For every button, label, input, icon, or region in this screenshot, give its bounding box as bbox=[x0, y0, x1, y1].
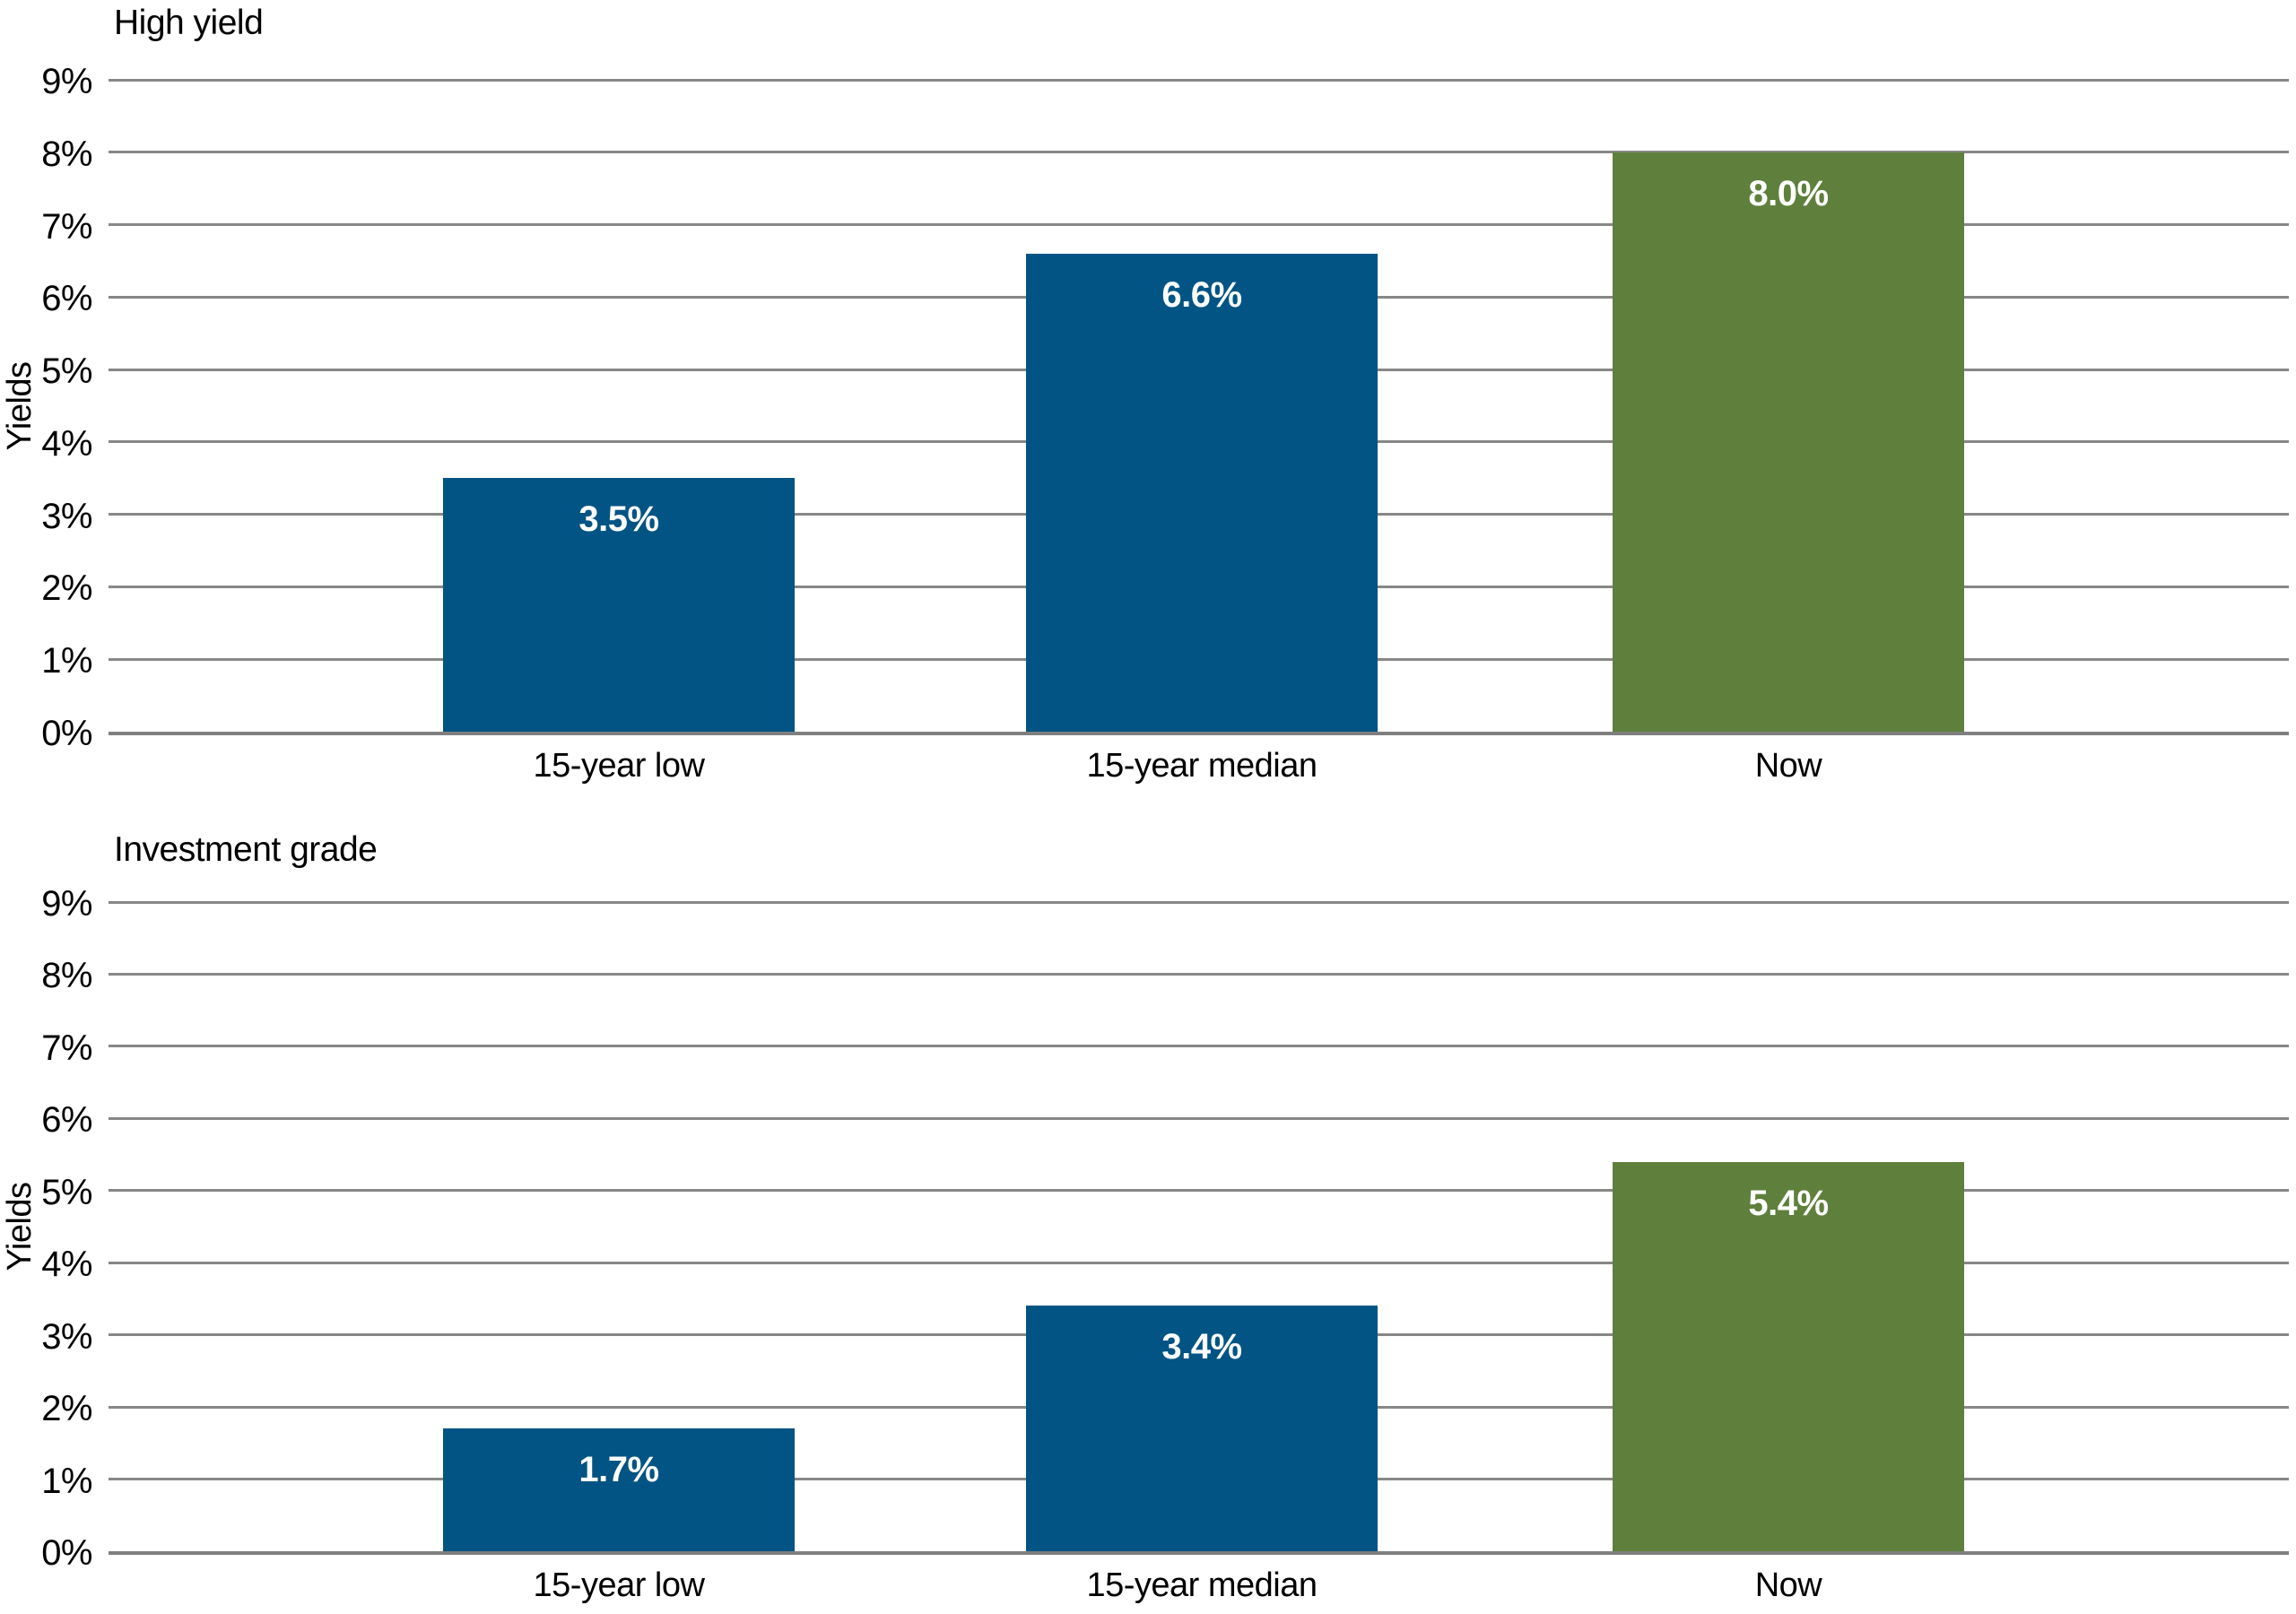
y-tick-label: 4% bbox=[41, 424, 92, 464]
bar-value-label: 8.0% bbox=[1748, 174, 1829, 213]
bar-15-year-low: 1.7% bbox=[443, 1428, 795, 1551]
y-tick-label: 2% bbox=[41, 568, 92, 608]
x-axis-line bbox=[109, 1551, 2289, 1555]
gridline bbox=[109, 223, 2289, 226]
y-tick-label: 6% bbox=[41, 1100, 92, 1140]
gridline bbox=[109, 1478, 2289, 1480]
gridline bbox=[109, 151, 2289, 153]
y-tick-label: 1% bbox=[41, 1462, 92, 1501]
chart-title: High yield bbox=[114, 4, 264, 42]
bar-15-year-median: 3.4% bbox=[1026, 1306, 1378, 1551]
gridline bbox=[109, 658, 2289, 661]
gridline bbox=[109, 901, 2289, 904]
y-tick-label: 0% bbox=[41, 1533, 92, 1573]
bar-value-label: 3.5% bbox=[578, 499, 659, 539]
gridline bbox=[109, 1406, 2289, 1409]
y-tick-label: 9% bbox=[41, 62, 92, 101]
x-tick-label: 15-year median bbox=[1086, 747, 1318, 785]
y-tick-label: 8% bbox=[41, 956, 92, 995]
x-tick-label: Now bbox=[1754, 747, 1822, 785]
y-tick-label: 6% bbox=[41, 279, 92, 318]
y-tick-label: 0% bbox=[41, 714, 92, 753]
gridline bbox=[109, 369, 2289, 371]
gridline bbox=[109, 1189, 2289, 1192]
y-tick-label: 8% bbox=[41, 134, 92, 174]
bar-now: 8.0% bbox=[1613, 152, 1964, 732]
bar-value-label: 3.4% bbox=[1161, 1327, 1242, 1367]
gridline bbox=[109, 973, 2289, 976]
gridline bbox=[109, 440, 2289, 443]
bar-15-year-median: 6.6% bbox=[1026, 254, 1378, 732]
gridline bbox=[109, 1333, 2289, 1336]
x-tick-label: 15-year median bbox=[1086, 1566, 1318, 1604]
y-tick-label: 1% bbox=[41, 641, 92, 681]
x-tick-label: 15-year low bbox=[533, 747, 705, 785]
gridline bbox=[109, 1045, 2289, 1047]
chart-title: Investment grade bbox=[114, 830, 378, 869]
gridline bbox=[109, 1262, 2289, 1264]
bar-value-label: 1.7% bbox=[578, 1450, 659, 1489]
x-tick-label: Now bbox=[1754, 1566, 1822, 1604]
y-tick-label: 7% bbox=[41, 207, 92, 247]
plot-area: 0% 1% 2% 3% 4% 5% 6% 7% 8% 9% 1.7% 15-year low 3.4% 1… bbox=[41, 886, 2289, 1604]
bar-15-year-low: 3.5% bbox=[443, 478, 795, 732]
plot-area: 0% 1% 2% 3% 4% 5% 6% 7% 8% 9% 3.5% 15-year low 6.6% 1… bbox=[41, 64, 2289, 785]
y-axis-label: Yields bbox=[1, 1182, 39, 1271]
y-axis-label: Yields bbox=[1, 360, 39, 451]
gridline bbox=[109, 296, 2289, 299]
gridline bbox=[109, 586, 2289, 588]
x-axis-line bbox=[109, 732, 2289, 735]
y-tick-label: 3% bbox=[41, 497, 92, 536]
y-tick-label: 7% bbox=[41, 1028, 92, 1068]
y-tick-label: 2% bbox=[41, 1389, 92, 1428]
bar-value-label: 5.4% bbox=[1748, 1184, 1829, 1223]
y-tick-label: 4% bbox=[41, 1245, 92, 1284]
bar-now: 5.4% bbox=[1613, 1162, 1964, 1551]
bar-value-label: 6.6% bbox=[1161, 275, 1242, 315]
y-tick-label: 5% bbox=[41, 1173, 92, 1212]
gridline bbox=[109, 513, 2289, 516]
y-tick-label: 3% bbox=[41, 1317, 92, 1357]
gridline bbox=[109, 1117, 2289, 1120]
y-tick-label: 5% bbox=[41, 351, 92, 391]
x-tick-label: 15-year low bbox=[533, 1566, 705, 1604]
y-tick-label: 9% bbox=[41, 884, 92, 924]
gridline bbox=[109, 79, 2289, 82]
